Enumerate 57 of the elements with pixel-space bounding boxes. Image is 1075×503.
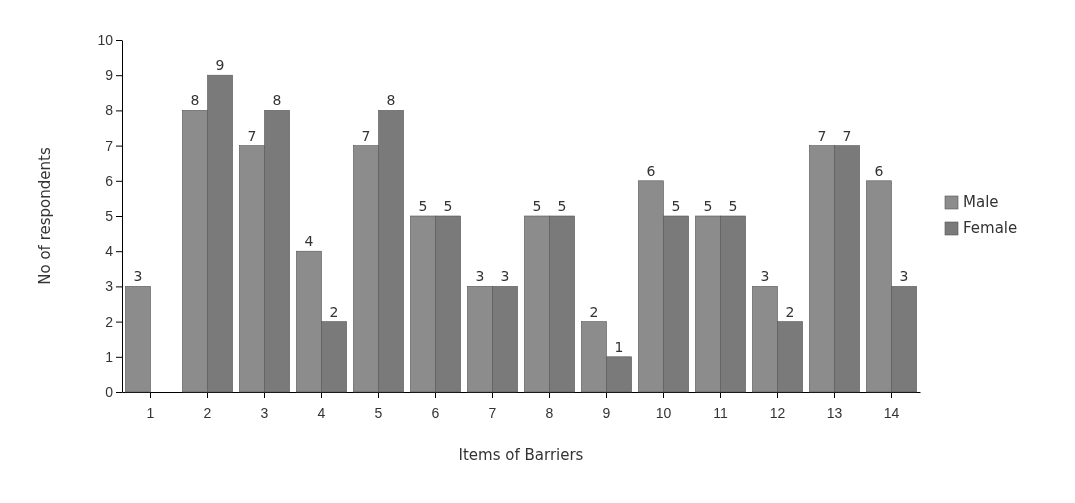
data-label: 5 [443, 198, 453, 214]
data-label: 4 [304, 233, 314, 250]
data-label: 7 [842, 127, 852, 144]
data-label: 3 [760, 268, 770, 285]
x-tick-label: 12 [769, 404, 786, 421]
x-tick-label: 8 [545, 404, 554, 421]
data-label: 5 [418, 198, 428, 214]
data-label: 5 [532, 198, 542, 214]
y-tick-label: 7 [105, 137, 114, 154]
y-tick-label: 0 [105, 383, 114, 400]
x-tick-label: 2 [203, 404, 212, 421]
legend-label: Female [963, 219, 1018, 237]
x-tick-label: 6 [431, 404, 440, 421]
x-tick-label: 1 [146, 404, 155, 421]
x-tick-label: 5 [374, 404, 383, 421]
data-label: 5 [557, 198, 567, 214]
x-tick-label: 10 [655, 404, 672, 421]
x-tick-label: 9 [602, 404, 611, 421]
data-label: 9 [215, 57, 225, 74]
x-tick-label: 13 [826, 404, 843, 421]
data-label: 5 [703, 198, 713, 214]
data-label: 8 [272, 92, 282, 109]
data-label: 7 [361, 127, 371, 144]
data-label: 8 [386, 92, 396, 109]
data-label: 5 [671, 198, 681, 214]
y-axis-title: No of respondents [36, 147, 54, 285]
data-label: 3 [500, 268, 510, 285]
data-label: 2 [329, 303, 339, 320]
data-label: 1 [614, 338, 624, 355]
data-label: 6 [874, 162, 884, 179]
x-tick-label: 3 [260, 404, 269, 421]
x-tick-label: 11 [713, 404, 728, 421]
x-tick-label: 14 [883, 404, 900, 421]
y-tick-label: 10 [97, 31, 114, 48]
x-tick-label: 7 [488, 404, 497, 421]
y-tick-label: 6 [105, 172, 114, 189]
data-label: 7 [817, 127, 827, 144]
data-label: 3 [899, 268, 909, 285]
data-label: 7 [247, 127, 257, 144]
legend-label: Male [963, 193, 999, 211]
y-tick-label: 3 [105, 278, 114, 295]
data-label: 8 [190, 92, 200, 109]
data-label: 3 [475, 268, 485, 285]
data-label: 5 [728, 198, 738, 214]
bar [125, 286, 151, 393]
data-label: 6 [646, 162, 656, 179]
y-tick-label: 4 [105, 243, 114, 260]
x-axis-title: Items of Barriers [458, 446, 584, 464]
data-label: 2 [785, 303, 795, 320]
y-tick-label: 9 [105, 67, 114, 84]
y-tick-label: 2 [105, 313, 114, 330]
x-tick-label: 4 [317, 404, 326, 421]
y-tick-label: 1 [105, 348, 114, 365]
y-tick-label: 8 [105, 102, 114, 119]
y-tick-label: 5 [105, 207, 114, 224]
data-label: 3 [133, 268, 143, 285]
data-label: 2 [589, 303, 599, 320]
